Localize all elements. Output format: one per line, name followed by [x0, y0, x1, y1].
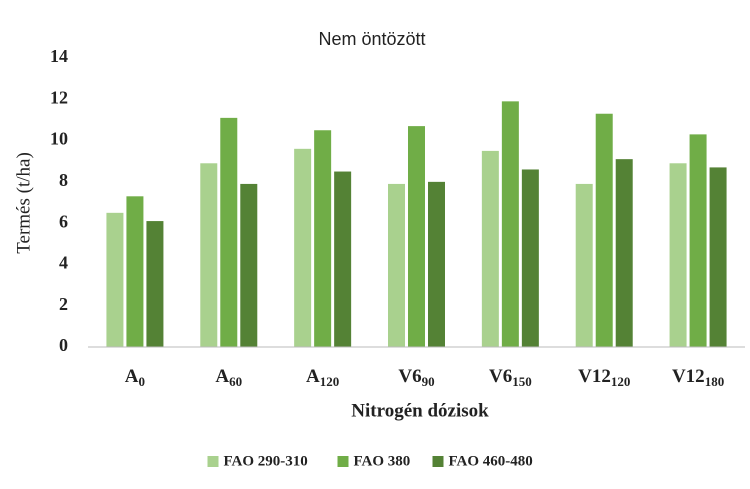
category-subscript: 150 [512, 374, 532, 389]
category-subscript: 0 [139, 374, 146, 389]
x-tick-label: V12180 [672, 366, 724, 389]
category-main: A [125, 366, 139, 387]
x-tick-label: A120 [306, 366, 339, 389]
legend-label: FAO 380 [354, 453, 411, 469]
bar [314, 130, 332, 347]
category-main: V12 [672, 366, 705, 387]
y-tick-label: 6 [59, 211, 68, 231]
category-subscript: 120 [611, 374, 631, 389]
category-main: A [215, 366, 229, 387]
x-tick-label: V690 [398, 366, 434, 389]
bar [501, 101, 519, 347]
y-axis-label: Termés (t/ha) [13, 152, 34, 254]
bar [200, 163, 218, 347]
legend-swatch [432, 456, 444, 467]
bar [709, 167, 727, 347]
bar [481, 150, 499, 347]
bar [615, 159, 633, 347]
category-main: A [306, 366, 320, 387]
y-tick-label: 10 [50, 129, 68, 149]
x-tick-label: A0 [125, 366, 145, 389]
y-tick-label: 0 [59, 335, 68, 355]
bar [388, 183, 405, 347]
category-main: V6 [398, 366, 421, 387]
bar [521, 169, 539, 347]
y-tick-label: 4 [59, 253, 68, 273]
x-tick-label: V12120 [578, 366, 630, 389]
y-tick-label: 8 [59, 170, 68, 190]
category-main: V12 [578, 366, 611, 387]
y-tick-label: 14 [50, 46, 68, 66]
x-tick-label: V6150 [489, 366, 532, 389]
category-subscript: 90 [422, 374, 435, 389]
bar [689, 134, 707, 347]
category-subscript: 180 [705, 374, 725, 389]
bar [595, 113, 613, 347]
bar [220, 117, 238, 347]
y-tick-label: 2 [59, 294, 68, 314]
chart-title: Nem öntözött [318, 29, 425, 49]
bar [294, 148, 312, 347]
x-axis-label: Nitrogén dózisok [351, 400, 489, 421]
legend-label: FAO 290-310 [224, 453, 308, 469]
bar [408, 126, 425, 347]
bar [126, 196, 144, 347]
bar [146, 221, 164, 347]
category-subscript: 120 [320, 374, 340, 389]
y-tick-label: 12 [50, 87, 68, 107]
legend-swatch [337, 456, 349, 467]
legend-swatch [207, 456, 219, 467]
legend-label: FAO 460-480 [449, 453, 533, 469]
bar [575, 183, 593, 347]
bar [240, 183, 258, 347]
category-main: V6 [489, 366, 512, 387]
bar [106, 212, 124, 347]
bar [428, 181, 445, 347]
bar [334, 171, 352, 347]
x-tick-label: A60 [215, 366, 242, 389]
bar [669, 163, 687, 347]
category-subscript: 60 [229, 374, 242, 389]
